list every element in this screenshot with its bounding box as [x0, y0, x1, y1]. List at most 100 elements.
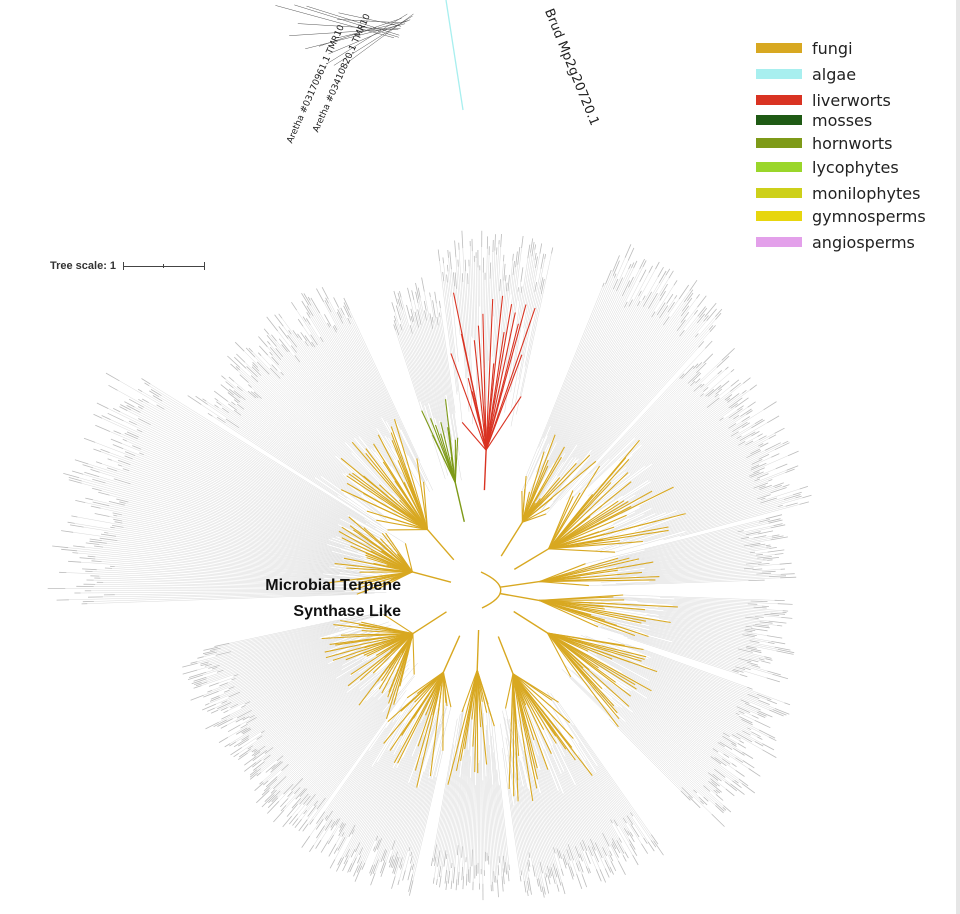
tree-leaf-line [77, 516, 335, 564]
tree-leaf-tip [241, 735, 250, 741]
tree-leaf-tip [772, 709, 787, 716]
tree-leaf-line [310, 300, 393, 441]
tree-leaf-tip [335, 818, 341, 826]
tree-leaf-tip [294, 818, 302, 829]
tree-leaf-line [130, 483, 366, 556]
tree-leaf-line [256, 652, 403, 770]
tree-colored-branch [447, 669, 478, 785]
tree-leaf-line [283, 690, 361, 756]
tree-leaf-tip [733, 414, 740, 420]
tree-leaf-line [580, 555, 757, 578]
tree-leaf-line [417, 302, 452, 457]
tree-leaf-tip [204, 663, 212, 667]
tree-leaf-line [87, 594, 357, 604]
tree-leaf-line [338, 307, 395, 420]
tree-colored-branch [385, 532, 413, 573]
tree-leaf-tip [681, 297, 693, 312]
tree-leaf-line [597, 626, 734, 670]
tree-leaf-line [561, 295, 661, 458]
tree-leaf-line [468, 266, 472, 337]
tree-leaf-line [263, 681, 378, 783]
tree-colored-branch [485, 304, 513, 451]
tree-colored-branch [393, 418, 429, 530]
tree-leaf-line [228, 660, 334, 711]
tree-leaf-tip [294, 355, 301, 363]
tree-leaf-tip [756, 572, 772, 575]
tree-colored-branch [548, 540, 643, 550]
tree-colored-branch [548, 516, 580, 550]
tree-leaf-line [201, 638, 332, 683]
tree-stem-branch [426, 529, 455, 561]
tree-leaf-line [433, 322, 447, 396]
tree-leaf-line [307, 704, 394, 820]
tree-scale-bar [123, 259, 206, 273]
tree-leaf-tip [85, 497, 93, 501]
tree-leaf-tip [612, 260, 620, 276]
tree-leaf-line [492, 784, 499, 866]
tree-leaf-line [308, 305, 389, 438]
tree-leaf-tip [205, 721, 219, 730]
tree-leaf-tip [758, 435, 767, 441]
tree-leaf-line [395, 330, 422, 411]
tree-leaf-line [348, 762, 395, 856]
tree-leaf-line [550, 704, 628, 831]
tree-leaf-line [339, 766, 373, 819]
tree-leaf-line [81, 480, 361, 558]
tree-leaf-line [245, 368, 342, 459]
tree-leaf-tip [253, 749, 258, 753]
tree-leaf-line [344, 314, 402, 430]
tree-colored-branch [332, 633, 414, 661]
tree-leaf-tip [221, 407, 230, 414]
tree-leaf-tip [324, 300, 332, 313]
tree-leaf-line [674, 598, 778, 604]
tree-leaf-tip [520, 267, 524, 282]
tree-colored-branch [341, 526, 413, 573]
tree-leaf-tip [752, 568, 763, 571]
tree-leaf-tip [142, 398, 149, 404]
tree-leaf-line [85, 502, 394, 571]
tree-leaf-tip [739, 716, 753, 724]
tree-leaf-line [612, 698, 711, 779]
tree-leaf-line [446, 744, 462, 870]
tree-leaf-tip [454, 272, 457, 289]
tree-leaf-line [538, 284, 606, 448]
tree-leaf-line [399, 772, 430, 880]
tree-leaf-tip [220, 384, 234, 396]
tree-scale-line [123, 266, 206, 267]
tree-leaf-tip [249, 768, 262, 778]
clade-label-line-1: Microbial Terpene [265, 577, 401, 594]
tree-leaf-tip [765, 544, 771, 547]
tree-leaf-line [73, 532, 361, 574]
tree-leaf-line [248, 646, 391, 738]
tree-leaf-line [538, 726, 601, 870]
tree-leaf-tip [301, 300, 311, 316]
tree-leaf-line [615, 576, 769, 584]
tree-leaf-tip [299, 793, 309, 805]
tree-leaf-line [624, 645, 767, 700]
tree-leaf-line [622, 414, 747, 497]
tree-leaf-line [296, 352, 372, 449]
tree-leaf-tip [333, 297, 339, 308]
tree-leaf-line [466, 746, 473, 874]
tree-leaf-line [550, 287, 629, 446]
tree-leaf-tip [602, 832, 610, 847]
tree-leaf-tip [291, 301, 298, 311]
tree-leaf-line [671, 641, 748, 663]
tree-leaf-line [296, 347, 384, 463]
tree-leaf-line [609, 409, 738, 500]
tree-leaf-tip [324, 819, 333, 831]
tree-leaf-tip [230, 703, 239, 709]
tree-leaf-line [391, 712, 440, 857]
tree-leaf-tip [690, 380, 696, 387]
tree-leaf-tip [406, 304, 411, 321]
tree-leaf-line [134, 406, 355, 524]
tree-leaf-line [312, 346, 401, 475]
tree-leaf-line [634, 480, 769, 532]
tree-leaf-line [120, 433, 398, 555]
tree-leaf-tip [659, 290, 666, 301]
tree-leaf-line [601, 651, 769, 738]
tree-leaf-tip [731, 743, 737, 747]
tree-leaf-tip [431, 316, 434, 323]
tree-leaf-tip [678, 284, 690, 300]
tree-leaf-tip [628, 839, 636, 850]
